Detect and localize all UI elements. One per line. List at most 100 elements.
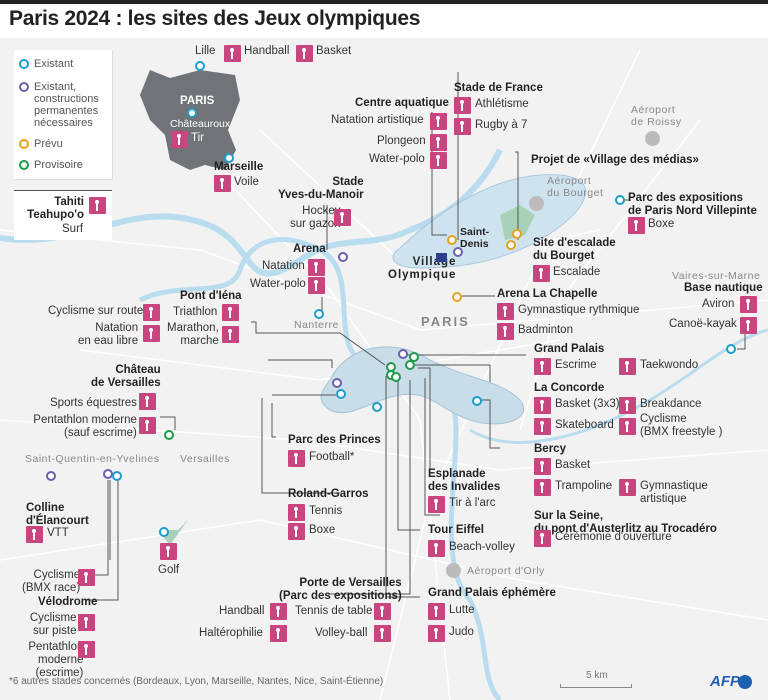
venue-parc-des-princes: Parc des Princes [288, 434, 381, 446]
sport-label: Basket [316, 45, 352, 57]
sport-label: Volley-ball [315, 627, 368, 639]
grand-palais-eph-marker[interactable] [391, 372, 401, 382]
golf-marker[interactable] [159, 527, 169, 537]
sport-label: Skateboard [555, 419, 614, 431]
sport-label: Canoë-kayak [669, 318, 737, 330]
vaires-label: Vaires-sur-Marne [672, 270, 761, 282]
badminton-icon [497, 323, 514, 340]
villepinte-marker[interactable] [615, 195, 625, 205]
sport-label: Water-polo [250, 278, 306, 290]
sport-label: Cyclisme sur route [48, 305, 144, 317]
fencing-icon [534, 358, 551, 375]
sport-label: Escrime [555, 359, 597, 371]
bourget-label: Aéroport du Bourget [547, 175, 604, 200]
sport-label: Rugby à 7 [475, 119, 528, 131]
boxing-icon [288, 523, 305, 540]
sport-label: Tir [191, 132, 204, 144]
provisoire-marker-icon [19, 160, 29, 170]
swimming-icon [308, 259, 325, 276]
skateboard-icon [534, 418, 551, 435]
rugby-icon [454, 118, 471, 135]
venue-porte-versailles: Porte de Versailles (Parc des expositions… [279, 577, 402, 603]
sport-label: Triathlon [173, 306, 218, 318]
invalides-marker[interactable] [405, 360, 415, 370]
weightlifting-icon [270, 625, 287, 642]
venue-media-village: Projet de «Village des médias» [531, 154, 699, 166]
versailles-label: Versailles [180, 453, 230, 465]
sport-label: Natation [262, 260, 305, 272]
legend-existant: Existant [34, 58, 74, 70]
versailles-marker[interactable] [164, 430, 174, 440]
venue-centre-aquatique: Centre aquatique [355, 97, 449, 109]
bercy-marker[interactable] [472, 396, 482, 406]
sport-label: Beach-volley [449, 541, 515, 553]
track-cycling-icon [78, 614, 95, 631]
handball-icon [224, 45, 241, 62]
trampoline-icon [534, 479, 551, 496]
boxing-icon [628, 217, 645, 234]
sport-label: Badminton [518, 324, 573, 336]
sport-label: Escalade [553, 266, 601, 278]
centre-aquatique-marker[interactable] [447, 235, 457, 245]
basket-icon [296, 45, 313, 62]
wrestling-icon [428, 603, 445, 620]
arena-marker[interactable] [314, 309, 324, 319]
marseille-label: Marseille [214, 161, 264, 173]
lille-marker[interactable] [195, 61, 205, 71]
sport-label: Golf [158, 564, 180, 576]
sport-label: Tennis de table [295, 605, 373, 617]
opening-ceremony-icon [534, 530, 551, 547]
sport-label: Football* [309, 451, 355, 463]
handball-icon [270, 603, 287, 620]
stade-de-france-marker[interactable] [453, 247, 463, 257]
elancourt-marker[interactable] [46, 471, 56, 481]
yves-du-manoir-marker[interactable] [338, 252, 348, 262]
footnote: *6 autres stades concernés (Bordeaux, Ly… [9, 676, 384, 687]
sport-label: Natation artistique [331, 114, 424, 126]
volleyball-icon [374, 625, 391, 642]
porte-versailles-marker[interactable] [372, 402, 382, 412]
sport-label: VTT [47, 527, 69, 539]
sport-label: Boxe [648, 218, 675, 230]
arena-chapelle-marker[interactable] [452, 292, 462, 302]
basket-3x3-icon [534, 397, 551, 414]
water-polo-icon [430, 152, 447, 169]
marseille-marker[interactable] [224, 153, 234, 163]
velodrome-marker[interactable] [112, 471, 122, 481]
chateauroux-marker[interactable] [187, 108, 197, 118]
scale-label: 5 km [586, 670, 608, 681]
sport-label: Handball [244, 45, 290, 57]
sport-label: Sports équestres [50, 397, 137, 409]
venue-pont-iena: Pont d'Iéna [180, 290, 242, 302]
sport-label: Cyclisme sur piste [29, 612, 77, 638]
vaires-marker[interactable] [726, 344, 736, 354]
venue-seine: Sur la Seine, du pont d'Austerlitz au Tro… [534, 510, 717, 536]
sport-label: Plongeon [377, 135, 426, 147]
sport-label: Lutte [449, 604, 475, 616]
sport-label: Judo [449, 626, 474, 638]
pentathlon-icon [139, 417, 156, 434]
sailing-icon [214, 175, 231, 192]
venue-tour-eiffel: Tour Eiffel [428, 524, 485, 536]
sport-label: Natation en eau libre [78, 322, 139, 348]
sport-label: Trampoline [555, 480, 613, 492]
legend-prevu: Prévu [34, 138, 63, 150]
escalade-marker[interactable] [506, 240, 516, 250]
venue-invalides: Esplanade des Invalides [428, 468, 501, 494]
tennis-icon [288, 504, 305, 521]
page-title: Paris 2024 : les sites des Jeux olympiqu… [9, 7, 421, 30]
judo-icon [428, 625, 445, 642]
fencing-icon [78, 641, 95, 658]
beach-volley-icon [428, 540, 445, 557]
existant-marker-icon [19, 59, 29, 69]
roissy-label: Aéroport de Roissy [631, 104, 682, 129]
sport-label: Aviron [702, 298, 735, 310]
media-village-marker[interactable] [512, 229, 522, 239]
prevu-marker-icon [19, 139, 29, 149]
roland-garros-marker[interactable] [336, 389, 346, 399]
parc-princes-marker[interactable] [332, 378, 342, 388]
sport-label: Basket [555, 459, 591, 471]
grand-palais-marker[interactable] [398, 349, 408, 359]
sport-label: Pentathlon moderne (escrime) [28, 641, 84, 680]
sport-label: Handball [219, 605, 265, 617]
